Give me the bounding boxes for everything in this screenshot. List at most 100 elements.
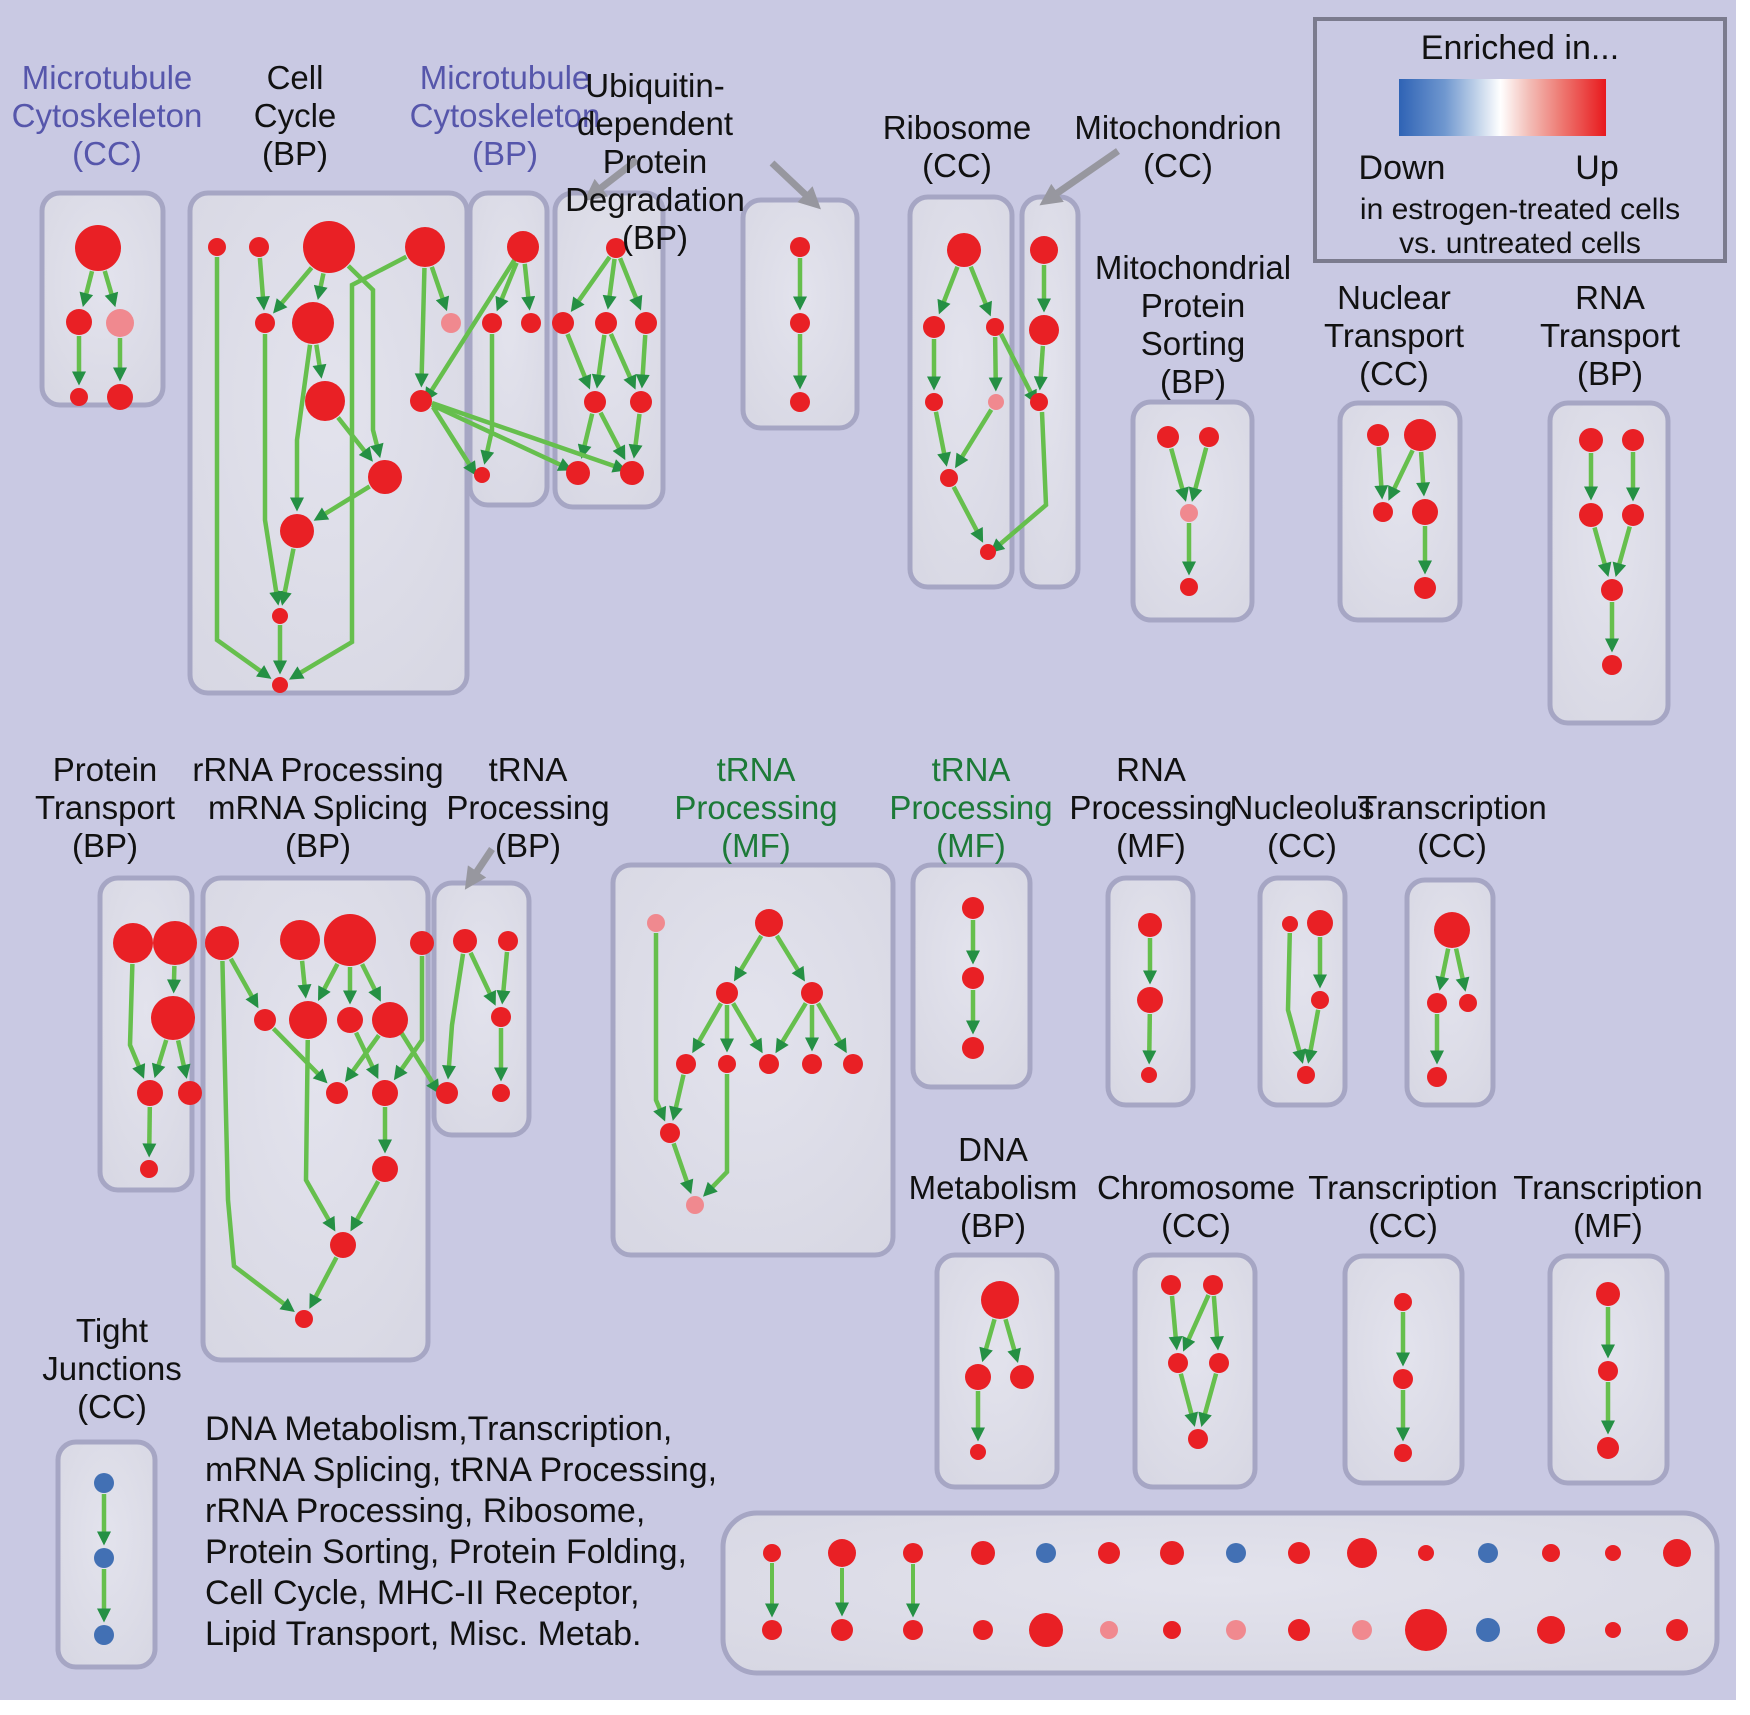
graph-edge xyxy=(1592,526,1612,578)
graph-node xyxy=(368,460,402,494)
graph-node xyxy=(940,469,958,487)
cluster-label-cell-cycle-bp: Cell Cycle (BP) xyxy=(254,59,337,172)
cross-cluster-edge xyxy=(431,405,477,476)
graph-node xyxy=(676,1054,696,1074)
cluster-label-protein-transport-bp: Protein Transport (BP) xyxy=(35,751,175,864)
cross-cluster-edge xyxy=(424,257,517,402)
graph-node xyxy=(1597,1437,1619,1459)
graph-node xyxy=(107,384,133,410)
graph-node xyxy=(630,391,652,413)
graph-edge xyxy=(816,1002,847,1054)
graph-edge xyxy=(262,334,284,606)
grid-node-bottom xyxy=(1537,1616,1565,1644)
legend-down-label: Down xyxy=(1358,149,1446,187)
graph-node xyxy=(272,608,288,624)
graph-node xyxy=(1393,1369,1413,1389)
graph-edge xyxy=(1435,948,1451,991)
graph-node xyxy=(755,909,783,937)
graph-edge xyxy=(312,344,327,379)
graph-edge xyxy=(273,266,314,314)
graph-edge xyxy=(733,934,764,982)
cross-cluster-edge xyxy=(998,332,1037,405)
graph-edge xyxy=(360,963,381,1002)
graph-node xyxy=(970,1444,986,1460)
cluster-label-nucleolus-cc: Nucleolus (CC) xyxy=(1230,789,1375,864)
graph-edge xyxy=(220,960,295,1313)
graph-edge xyxy=(303,1039,336,1232)
graph-node xyxy=(521,313,541,333)
graph-node xyxy=(1282,916,1298,932)
grid-node-top xyxy=(1288,1542,1310,1564)
graph-node xyxy=(1307,910,1333,936)
grid-node-top xyxy=(1605,1545,1621,1561)
graph-edge xyxy=(495,261,519,312)
graph-node xyxy=(372,1156,398,1182)
grid-node-top xyxy=(1098,1542,1120,1564)
grid-node-bottom xyxy=(1605,1622,1621,1638)
note-line: Lipid Transport, Misc. Metab. xyxy=(205,1615,642,1653)
graph-node xyxy=(1157,426,1179,448)
graph-edge xyxy=(1388,449,1415,501)
graph-node xyxy=(482,313,502,333)
graph-edge xyxy=(142,1106,157,1158)
graph-edge xyxy=(102,270,119,308)
graph-edge xyxy=(151,1039,169,1079)
graph-node xyxy=(289,1001,327,1039)
cluster-label-ribosome-cc: Ribosome (CC) xyxy=(883,109,1032,184)
cluster-label-rna-transport-bp: RNA Transport (BP) xyxy=(1540,279,1680,392)
cluster-box-microtubule-cc xyxy=(39,190,166,408)
graph-node xyxy=(716,982,738,1004)
graph-node xyxy=(491,1007,511,1027)
cross-cluster-edge xyxy=(431,402,573,471)
grid-node-bottom xyxy=(1029,1613,1063,1647)
grid-node-bottom xyxy=(1476,1618,1500,1642)
graph-node xyxy=(552,312,574,334)
graph-edge xyxy=(1188,447,1209,502)
legend-up-label: Up xyxy=(1575,149,1619,187)
graph-edge xyxy=(496,951,511,1005)
graph-edge xyxy=(628,413,643,459)
cluster-box-transcription-cc-mid xyxy=(1404,877,1496,1108)
graph-node xyxy=(372,1002,408,1038)
graph-edge xyxy=(414,267,429,388)
graph-node xyxy=(153,921,197,965)
graph-node xyxy=(255,313,275,333)
grid-node-top xyxy=(763,1544,781,1562)
graph-node xyxy=(1394,1444,1412,1462)
grid-node-top xyxy=(1226,1543,1246,1563)
cluster-box-nuclear-transport-cc xyxy=(1337,400,1463,623)
graph-edge xyxy=(336,416,373,462)
graph-edge xyxy=(565,333,592,390)
note-line: rRNA Processing, Ribosome, xyxy=(205,1492,646,1530)
grid-node-top xyxy=(971,1541,995,1565)
graph-edge xyxy=(635,334,650,389)
graph-edge xyxy=(1033,345,1048,391)
graph-node xyxy=(1029,315,1059,345)
graph-node xyxy=(1168,1353,1188,1373)
graph-node xyxy=(405,227,445,267)
note-line: mRNA Splicing, tRNA Processing, xyxy=(205,1451,718,1489)
graph-node xyxy=(1434,912,1470,948)
note-line: DNA Metabolism,Transcription, xyxy=(205,1410,673,1448)
graph-edge xyxy=(1374,446,1389,500)
grid-node-top xyxy=(1036,1543,1056,1563)
graph-node xyxy=(1427,993,1447,1013)
graph-node xyxy=(498,931,518,951)
graph-edge xyxy=(968,265,992,317)
graph-node xyxy=(436,1082,458,1104)
graph-node xyxy=(1373,502,1393,522)
graph-edge xyxy=(1142,1013,1157,1065)
graph-edge xyxy=(1303,1009,1321,1064)
misc-clusters-note: DNA Metabolism,Transcription, mRNA Splic… xyxy=(205,1409,717,1655)
grid-node-top xyxy=(1347,1538,1377,1568)
graph-node xyxy=(1209,1353,1229,1373)
cluster-label-mito-protein-sorting-bp: Mitochondrial Protein Sorting (BP) xyxy=(1095,249,1291,400)
graph-edge xyxy=(79,270,95,307)
graph-node xyxy=(94,1473,114,1493)
graph-node xyxy=(292,302,334,344)
graph-edge xyxy=(214,257,272,679)
graph-edge xyxy=(350,1180,381,1232)
cluster-label-microtubule-cc: Microtubule Cytoskeleton (CC) xyxy=(12,59,203,172)
graph-edge xyxy=(955,408,994,469)
